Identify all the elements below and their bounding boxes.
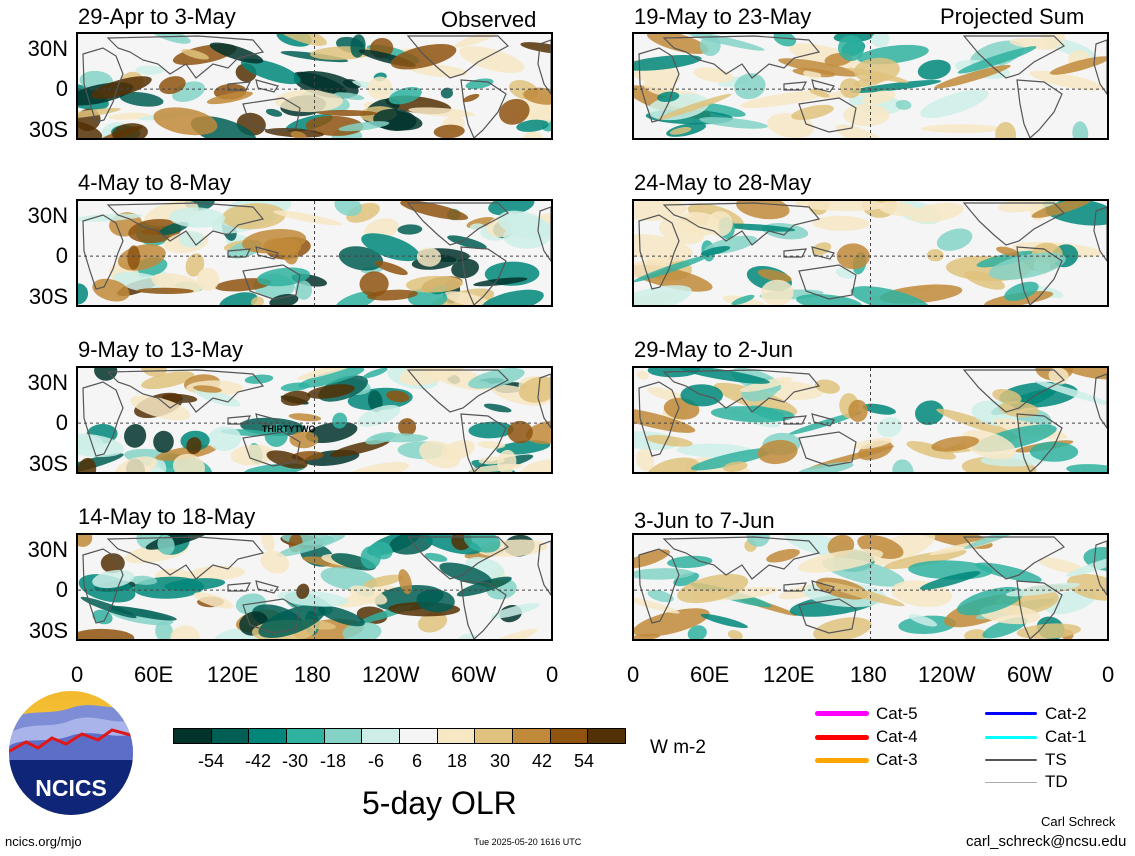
panel-5-date-range: 19-May to 23-May <box>634 4 812 29</box>
olr-map-panel-2 <box>76 199 553 307</box>
lat-label-30n: 30N <box>27 36 68 61</box>
lon-label-120e: 120E <box>763 662 815 687</box>
legend-line-td <box>985 782 1037 783</box>
lat-label-30n: 30N <box>27 370 68 395</box>
olr-map-panel-4 <box>76 533 553 641</box>
projected-sum-label: Projected Sum <box>940 4 1085 29</box>
panel-2-date-range: 4-May to 8-May <box>78 170 231 195</box>
legend-line-cat1 <box>985 736 1037 739</box>
lat-label-30s: 30S <box>28 451 68 476</box>
colorbar-swatch <box>436 728 476 744</box>
olr-map-panel-3 <box>76 366 553 474</box>
footer-url: ncics.org/mjo <box>5 834 82 849</box>
figure-title: 5-day OLR <box>362 785 517 821</box>
colorbar-label: 30 <box>490 751 511 771</box>
lat-label-0: 0 <box>55 243 68 268</box>
olr-map-panel-6 <box>632 199 1109 307</box>
lat-label-30n: 30N <box>27 537 68 562</box>
colorbar-swatch <box>173 728 212 744</box>
colorbar <box>173 728 626 744</box>
lon-label-60w: 60W <box>1007 662 1053 687</box>
lon-label-120e: 120E <box>207 662 259 687</box>
colorbar-swatch <box>399 728 438 744</box>
colorbar-label: 42 <box>532 751 553 771</box>
lon-label-120w: 120W <box>362 662 420 687</box>
legend-line-cat5 <box>815 711 869 716</box>
colorbar-swatch <box>286 728 325 744</box>
lat-label-30n: 30N <box>27 203 68 228</box>
lon-label-0-end: 0 <box>1102 662 1115 687</box>
panel-3-date-range: 9-May to 13-May <box>78 337 244 362</box>
panel-6-date-range: 24-May to 28-May <box>634 170 812 195</box>
colorbar-swatch <box>549 728 589 744</box>
colorbar-label: -54 <box>198 751 225 771</box>
legend-label-cat3: Cat-3 <box>876 750 918 769</box>
lon-label-0: 0 <box>71 662 84 687</box>
legend-label-cat2: Cat-2 <box>1045 704 1087 723</box>
olr-map-panel-8 <box>632 533 1109 641</box>
panel-1-date-range: 29-Apr to 3-May <box>78 4 236 29</box>
colorbar-label: 18 <box>447 751 468 771</box>
legend-line-cat4 <box>815 735 869 740</box>
colorbar-label: -30 <box>282 751 309 771</box>
lat-label-30s: 30S <box>28 284 68 309</box>
colorbar-swatch <box>361 728 400 744</box>
lat-label-30s: 30S <box>28 117 68 142</box>
colorbar-label: 54 <box>574 751 595 771</box>
lat-label-0: 0 <box>55 410 68 435</box>
colorbar-swatch <box>512 728 551 744</box>
colorbar-label: -18 <box>320 751 347 771</box>
footer-author: Carl Schreck <box>1041 814 1116 829</box>
lon-label-120w: 120W <box>918 662 976 687</box>
colorbar-swatch <box>323 728 363 744</box>
colorbar-swatch <box>587 728 626 744</box>
lon-label-0: 0 <box>627 662 640 687</box>
colorbar-label: 6 <box>412 751 423 771</box>
logo-text: NCICS <box>35 775 107 801</box>
legend-line-ts <box>985 759 1037 761</box>
panel-7-date-range: 29-May to 2-Jun <box>634 337 793 362</box>
lon-label-60e: 60E <box>134 662 174 687</box>
olr-map-panel-5 <box>632 32 1109 140</box>
lat-label-0: 0 <box>55 577 68 602</box>
legend-label-td: TD <box>1045 772 1068 791</box>
colorbar-swatch <box>248 728 287 744</box>
colorbar-units: W m-2 <box>650 737 706 758</box>
footer-email: carl_schreck@ncsu.edu <box>966 833 1127 850</box>
legend-label-cat5: Cat-5 <box>876 704 918 723</box>
lon-label-0-end: 0 <box>546 662 559 687</box>
olr-map-panel-1 <box>76 32 553 140</box>
ncics-logo: NCICS <box>8 690 134 816</box>
legend-label-ts: TS <box>1045 750 1067 769</box>
olr-map-panel-7 <box>632 366 1109 474</box>
lon-label-180: 180 <box>850 662 887 687</box>
lat-label-0: 0 <box>55 76 68 101</box>
panel-4-date-range: 14-May to 18-May <box>78 504 256 529</box>
lat-label-30s: 30S <box>28 618 68 643</box>
colorbar-label: -42 <box>245 751 272 771</box>
legend-label-cat1: Cat-1 <box>1045 727 1087 746</box>
legend-line-cat2 <box>985 712 1037 715</box>
colorbar-swatch <box>474 728 513 744</box>
legend-label-cat4: Cat-4 <box>876 727 918 746</box>
observed-label: Observed <box>441 7 537 32</box>
storm-name-annotation: THIRTYTWO <box>262 424 316 434</box>
colorbar-swatch <box>210 728 250 744</box>
lon-label-60e: 60E <box>690 662 730 687</box>
panel-8-date-range: 3-Jun to 7-Jun <box>634 508 775 533</box>
lon-label-60w: 60W <box>451 662 497 687</box>
colorbar-label: -6 <box>368 751 385 771</box>
footer-timestamp: Tue 2025-05-20 1616 UTC <box>474 837 582 847</box>
lon-label-180: 180 <box>294 662 331 687</box>
legend-line-cat3 <box>815 758 869 763</box>
